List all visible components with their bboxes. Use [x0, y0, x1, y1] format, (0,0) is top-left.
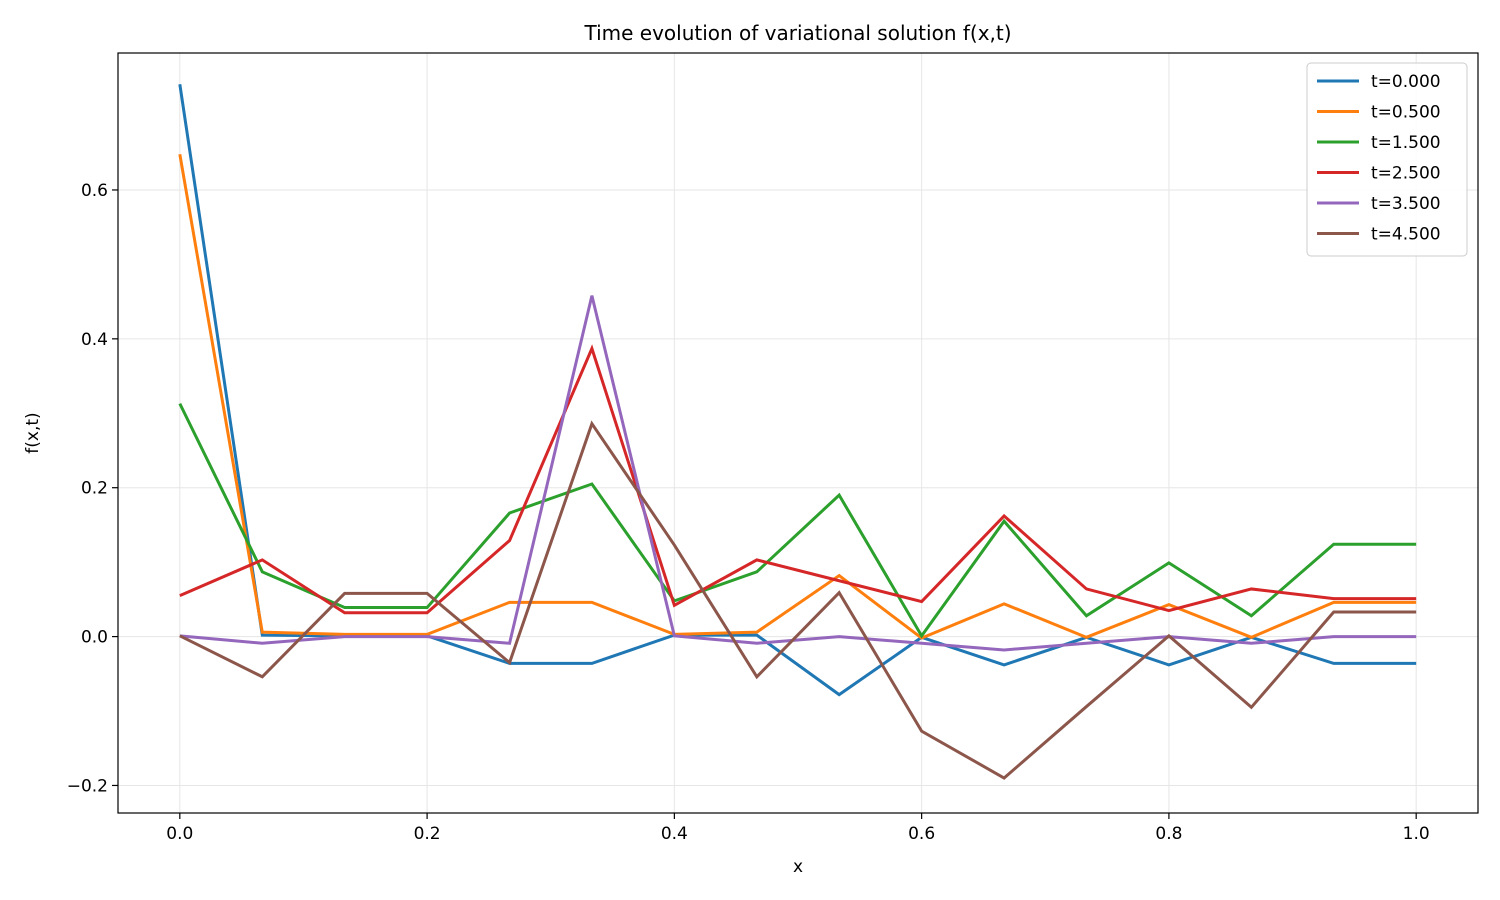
y-tick-label: 0.2: [81, 479, 108, 499]
series-line-1: [178, 153, 1417, 640]
x-tick-label: 0.2: [414, 824, 441, 844]
series-line-4: [179, 295, 1417, 652]
legend-label-3: t=2.500: [1371, 164, 1441, 184]
y-tick-label: 0.0: [81, 628, 108, 648]
x-tick-label: 0.0: [166, 824, 193, 844]
x-tick-label: 0.4: [661, 824, 688, 844]
series-line-5: [179, 420, 1417, 780]
legend-label-4: t=3.500: [1371, 194, 1441, 214]
y-tick-label: 0.4: [81, 330, 108, 350]
chart-title: Time evolution of variational solution f…: [583, 21, 1011, 45]
y-axis-label: f(x,t): [23, 412, 43, 453]
y-tick-label: 0.6: [81, 181, 108, 201]
x-ticks: 0.0 0.2 0.4 0.6 0.8 1.0: [166, 813, 1430, 844]
series-layer: [178, 84, 1417, 780]
x-tick-label: 0.6: [908, 824, 935, 844]
legend-label-0: t=0.000: [1371, 72, 1441, 92]
x-axis-label: x: [793, 857, 803, 877]
x-tick-label: 0.8: [1155, 824, 1182, 844]
legend-label-1: t=0.500: [1371, 103, 1441, 123]
legend-label-5: t=4.500: [1371, 225, 1441, 245]
series-line-3: [179, 344, 1417, 615]
x-tick-label: 1.0: [1403, 824, 1430, 844]
series-line-2: [178, 402, 1417, 639]
legend: t=0.000 t=0.500 t=1.500 t=2.500 t=3.500 t=4.5…: [1306, 62, 1468, 257]
plot-frame: [117, 52, 1479, 814]
y-tick-label: −0.2: [67, 776, 108, 796]
legend-label-2: t=1.500: [1371, 133, 1441, 153]
y-ticks: −0.2 0.0 0.2 0.4 0.6: [67, 181, 118, 796]
